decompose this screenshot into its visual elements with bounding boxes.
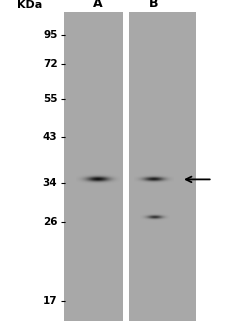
Text: 55: 55 (43, 94, 57, 104)
Text: KDa: KDa (17, 0, 42, 10)
Text: A: A (93, 0, 103, 10)
Text: 34: 34 (43, 178, 57, 188)
Text: 72: 72 (43, 59, 57, 69)
Text: 95: 95 (43, 30, 57, 40)
Text: 17: 17 (43, 296, 57, 306)
Bar (64, 12, 196, 321)
Bar (123, 12, 129, 321)
Text: B: B (149, 0, 159, 10)
Text: 26: 26 (43, 217, 57, 227)
Text: 43: 43 (43, 132, 57, 142)
